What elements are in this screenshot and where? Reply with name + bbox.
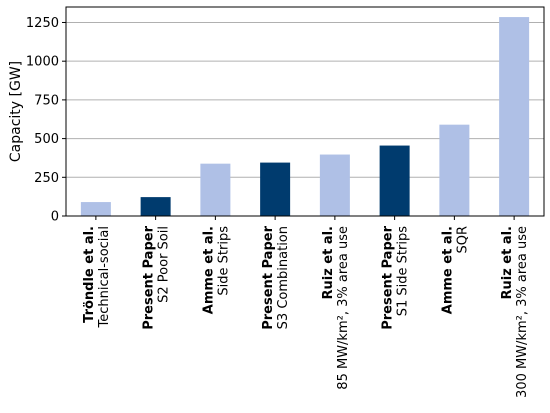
y-tick-label: 0: [51, 210, 59, 225]
x-tick-label: Present Paper S1 Side Strips: [381, 225, 411, 329]
x-axis-ticks: Tröndle et al. Technical-social Present Pa…: [82, 216, 530, 398]
category-scenario: 85 MW/km², 3% area use: [336, 226, 351, 390]
x-tick-label: Ruiz et al. 300 MW/km², 3% area use: [500, 226, 530, 398]
plot-frame: [65, 6, 545, 217]
bar-7: [439, 124, 470, 216]
x-tick-label: Tröndle et al. Technical-social: [82, 226, 112, 328]
y-tick-label: 250: [34, 171, 59, 186]
category-author: Tröndle et al.: [82, 226, 97, 323]
grid-lines: [66, 21, 544, 217]
category-author: Present Paper: [261, 225, 276, 329]
category-scenario: Technical-social: [97, 226, 112, 328]
category-author: Amme et al.: [440, 226, 455, 314]
category-scenario: S1 Side Strips: [396, 226, 411, 316]
bar-5: [319, 154, 350, 216]
category-author: Ruiz et al.: [500, 226, 515, 300]
x-tick-label: Present Paper S3 Combination: [261, 225, 291, 329]
bar-3: [200, 163, 231, 216]
category-scenario: S3 Combination: [276, 226, 291, 329]
y-tick-label: 1250: [26, 16, 59, 31]
bar-6: [379, 145, 410, 216]
category-author: Amme et al.: [201, 226, 216, 314]
category-scenario: 300 MW/km², 3% area use: [515, 226, 530, 398]
bar-4: [260, 162, 291, 216]
bar-1: [80, 202, 111, 216]
x-tick-label: Amme et al. Side Strips: [201, 226, 231, 314]
y-axis-ticks: 0 250 500 750 1000 1250: [26, 16, 66, 225]
category-scenario: S2 Poor Soil: [157, 226, 172, 303]
y-tick-label: 500: [34, 132, 59, 147]
x-tick-label: Amme et al. SQR: [440, 226, 470, 314]
category-scenario: Side Strips: [216, 226, 231, 296]
y-tick-label: 750: [34, 93, 59, 108]
category-author: Ruiz et al.: [321, 226, 336, 300]
category-scenario: SQR: [455, 226, 470, 254]
x-tick-label: Ruiz et al. 85 MW/km², 3% area use: [321, 226, 351, 390]
category-author: Present Paper: [381, 225, 396, 329]
y-axis-label: Capacity [GW]: [8, 61, 24, 162]
bar-8: [499, 17, 530, 217]
bar-2: [140, 197, 171, 216]
x-tick-label: Present Paper S2 Poor Soil: [142, 225, 172, 329]
y-tick-label: 1000: [26, 55, 59, 70]
bars: [80, 17, 530, 217]
category-author: Present Paper: [142, 225, 157, 329]
